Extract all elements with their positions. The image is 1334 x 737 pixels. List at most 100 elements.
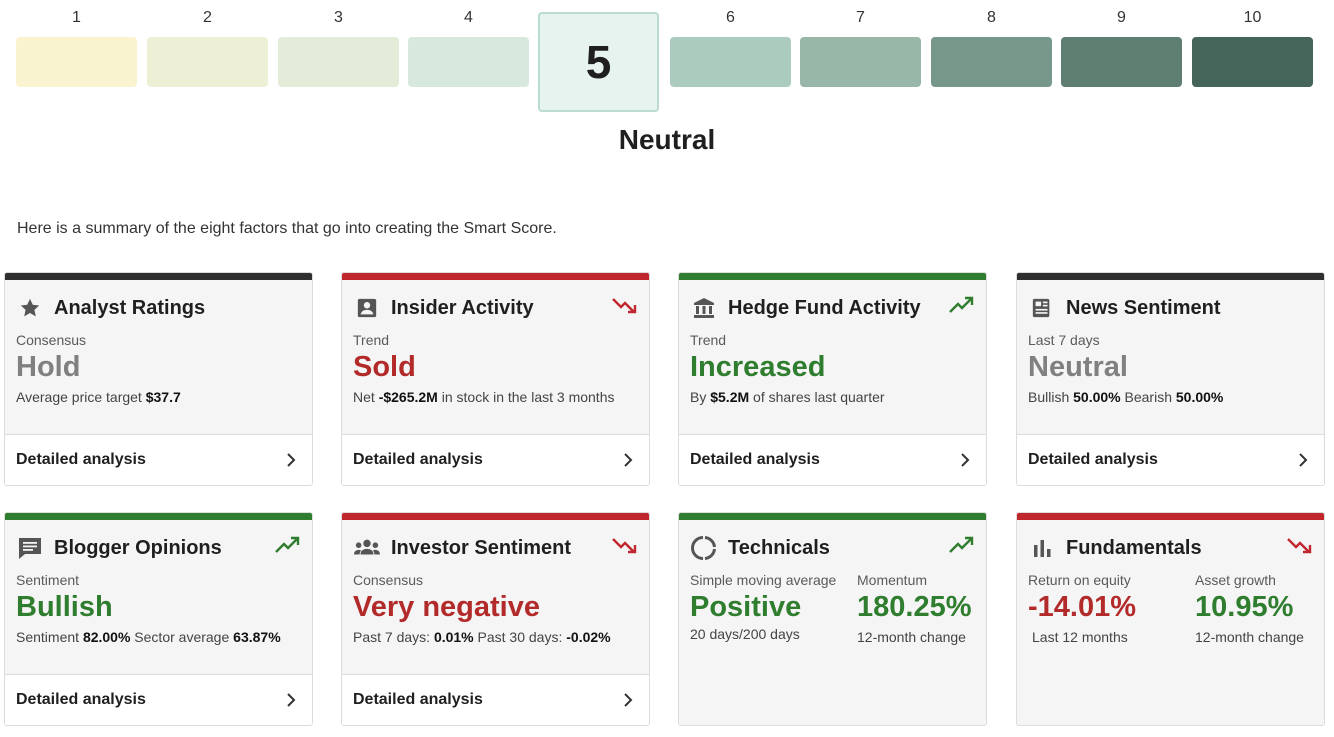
- card-news-sentiment: News Sentiment Last 7 days Neutral Bulli…: [1016, 272, 1325, 486]
- score-number: 6: [726, 9, 735, 26]
- score-box: [16, 37, 137, 87]
- asset-growth-subtext: 12-month change: [1195, 629, 1304, 645]
- card-insider-activity: Insider Activity Trend Sold Net -$265.2M…: [341, 272, 650, 486]
- sub-label: of shares last quarter: [749, 389, 885, 405]
- score-number: 9: [1117, 9, 1126, 26]
- card-title: Investor Sentiment: [391, 536, 572, 559]
- sub-value: 0.01%: [433, 629, 474, 645]
- detailed-analysis-link[interactable]: Detailed analysis: [342, 434, 649, 485]
- trending-down-icon: [1287, 538, 1312, 554]
- detailed-analysis-label: Detailed analysis: [353, 691, 483, 708]
- card-label: Consensus: [353, 572, 424, 588]
- card-analyst-ratings: Analyst Ratings Consensus Hold Average p…: [4, 272, 313, 486]
- roe-subtext: Last 12 months: [1032, 629, 1128, 645]
- smart-score-scale: 1 2 3 4 5 6 7 8 9 10: [0, 0, 1334, 120]
- card-investor-sentiment: Investor Sentiment Consensus Very negati…: [341, 512, 650, 726]
- card-title: Analyst Ratings: [54, 296, 206, 319]
- score-number: 7: [856, 9, 865, 26]
- score-number: 4: [464, 9, 473, 26]
- card-hedge-fund-activity: Hedge Fund Activity Trend Increased By $…: [678, 272, 987, 486]
- detailed-analysis-link[interactable]: Detailed analysis: [679, 434, 986, 485]
- momentum-subtext: 12-month change: [857, 629, 966, 645]
- card-title: Hedge Fund Activity: [728, 296, 921, 319]
- card-value: Sold: [353, 351, 416, 383]
- sub-label: in stock in the last 3 months: [437, 389, 615, 405]
- card-blogger-opinions: Blogger Opinions Sentiment Bullish Senti…: [4, 512, 313, 726]
- bar-chart-icon: [1029, 535, 1055, 561]
- asset-growth-label: Asset growth: [1195, 572, 1276, 588]
- score-box: [931, 37, 1052, 87]
- card-title: News Sentiment: [1066, 296, 1221, 319]
- card-header: Analyst Ratings: [17, 295, 205, 321]
- card-status-bar: [1017, 513, 1324, 520]
- card-header: Technicals: [691, 535, 830, 561]
- card-value: Increased: [690, 351, 826, 383]
- detailed-analysis-label: Detailed analysis: [16, 451, 146, 468]
- sma-subtext: 20 days/200 days: [690, 626, 800, 642]
- score-box: [800, 37, 921, 87]
- card-technicals: Technicals Simple moving average Positiv…: [678, 512, 987, 726]
- sub-value: 63.87%: [233, 629, 281, 645]
- card-header: Insider Activity: [354, 295, 534, 321]
- sma-value: Positive: [690, 591, 802, 623]
- card-title: Fundamentals: [1066, 536, 1202, 559]
- trending-up-icon: [275, 536, 300, 553]
- sub-label: By: [690, 389, 711, 405]
- card-title: Insider Activity: [391, 296, 534, 319]
- card-status-bar: [342, 273, 649, 280]
- newspaper-icon: [1029, 295, 1055, 321]
- detailed-analysis-label: Detailed analysis: [690, 451, 820, 468]
- score-box: [147, 37, 268, 87]
- card-subtext: Bullish 50.00% Bearish 50.00%: [1028, 389, 1223, 405]
- score-box: [408, 37, 529, 87]
- card-status-bar: [5, 273, 312, 280]
- card-value: Very negative: [353, 591, 540, 623]
- card-label: Trend: [353, 332, 390, 348]
- card-title: Technicals: [728, 536, 830, 559]
- detailed-analysis-label: Detailed analysis: [353, 451, 483, 468]
- card-label: Trend: [690, 332, 727, 348]
- score-number: 3: [334, 9, 343, 26]
- sub-value: -0.02%: [566, 629, 611, 645]
- chat-icon: [17, 535, 43, 561]
- score-number: 10: [1243, 9, 1262, 26]
- roe-value: -14.01%: [1028, 591, 1137, 623]
- sub-label: Sentiment: [16, 629, 83, 645]
- sub-value: 82.00%: [82, 629, 131, 645]
- card-subtext: Sentiment 82.00% Sector average 63.87%: [16, 629, 281, 645]
- card-label: Sentiment: [16, 572, 80, 588]
- detailed-analysis-link[interactable]: Detailed analysis: [342, 674, 649, 725]
- detailed-analysis-link[interactable]: Detailed analysis: [5, 434, 312, 485]
- card-subtext: Net -$265.2M in stock in the last 3 mont…: [353, 389, 614, 405]
- card-fundamentals: Fundamentals Return on equity -14.01% La…: [1016, 512, 1325, 726]
- chevron-right-icon: [961, 453, 970, 467]
- card-status-bar: [342, 513, 649, 520]
- card-subtext: Average price target $37.7: [16, 389, 181, 405]
- score-box: [1192, 37, 1313, 87]
- bank-icon: [691, 295, 717, 321]
- card-subtext: Past 7 days: 0.01% Past 30 days: -0.02%: [353, 629, 611, 645]
- momentum-label: Momentum: [857, 572, 928, 588]
- card-header: Blogger Opinions: [17, 535, 222, 561]
- score-box: [1061, 37, 1182, 87]
- card-header: News Sentiment: [1029, 295, 1220, 321]
- asset-growth-value: 10.95%: [1195, 591, 1294, 623]
- sub-label: Past 30 days:: [473, 629, 567, 645]
- group-icon: [354, 535, 380, 561]
- summary-text: Here is a summary of the eight factors t…: [17, 220, 557, 237]
- detailed-analysis-link[interactable]: Detailed analysis: [1017, 434, 1324, 485]
- detailed-analysis-link[interactable]: Detailed analysis: [5, 674, 312, 725]
- chevron-right-icon: [287, 453, 296, 467]
- card-status-bar: [5, 513, 312, 520]
- detailed-analysis-label: Detailed analysis: [16, 691, 146, 708]
- card-status-bar: [1017, 273, 1324, 280]
- sub-value: -$265.2M: [378, 389, 438, 405]
- chevron-right-icon: [624, 693, 633, 707]
- chevron-right-icon: [624, 453, 633, 467]
- momentum-value: 180.25%: [857, 591, 972, 623]
- sub-label: Past 7 days:: [353, 629, 434, 645]
- card-value: Bullish: [16, 591, 113, 623]
- sub-label: Bearish: [1120, 389, 1176, 405]
- sub-value: $37.7: [145, 389, 181, 405]
- sub-value: 50.00%: [1073, 389, 1121, 405]
